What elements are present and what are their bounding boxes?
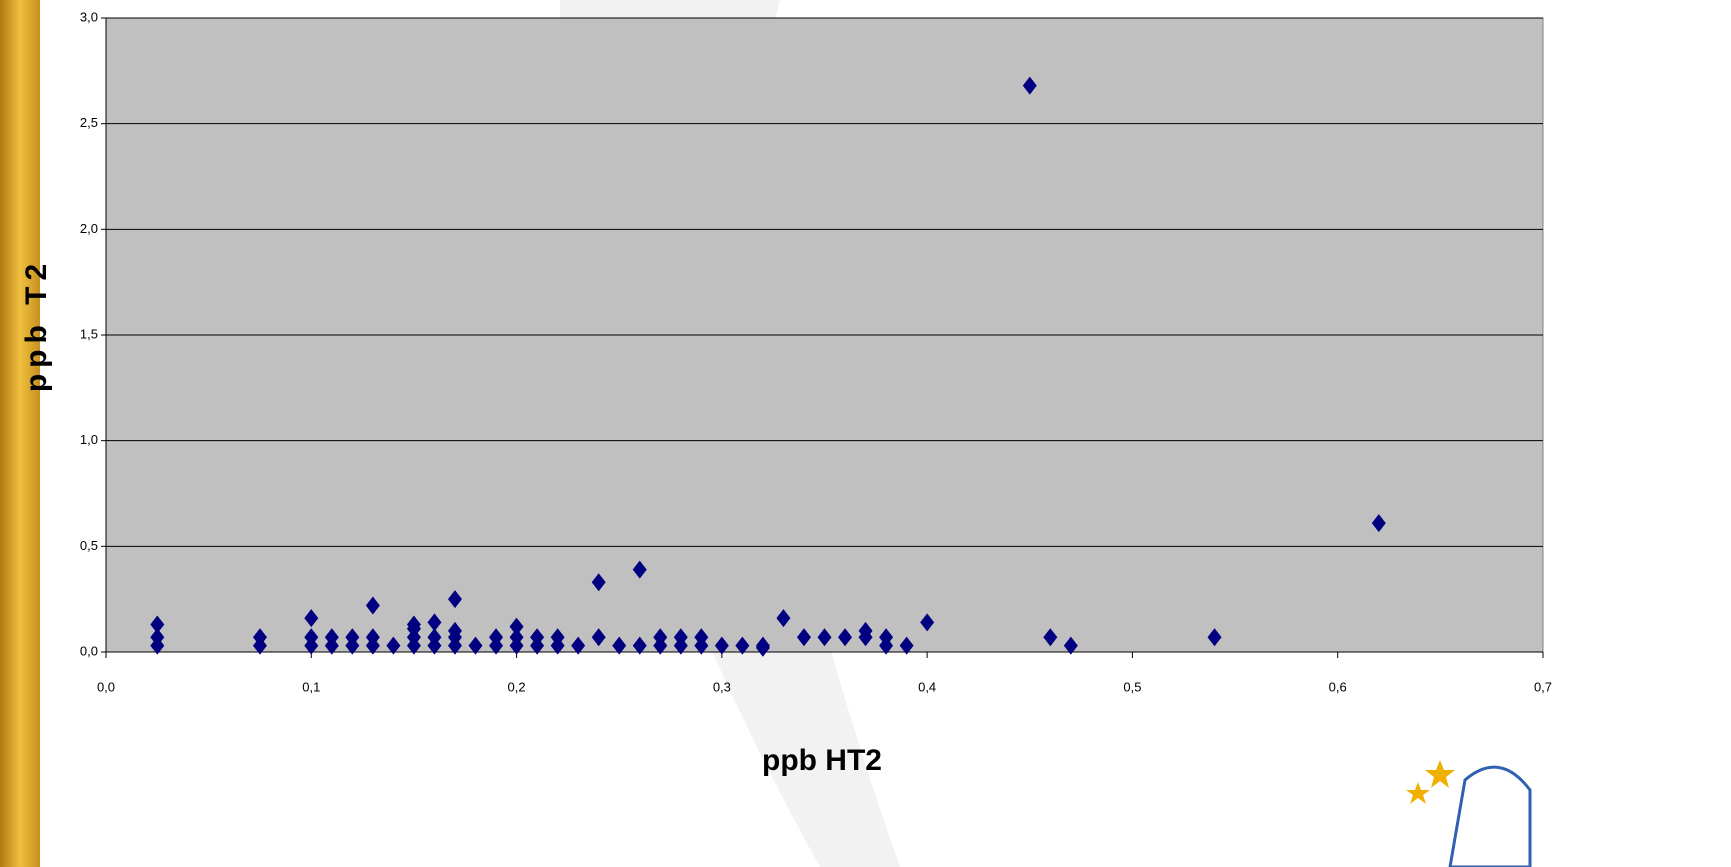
point [858, 621, 873, 640]
x-tick-label: 0,0 [97, 679, 115, 694]
point [304, 609, 319, 628]
point [406, 615, 421, 634]
point [427, 628, 442, 647]
y-tick-label: 0,0 [80, 643, 98, 658]
point [838, 628, 853, 647]
x-tick-label: 0,4 [918, 679, 936, 694]
point [530, 628, 545, 647]
x-tick-label: 0,2 [508, 679, 526, 694]
point [252, 628, 267, 647]
point [755, 638, 770, 657]
point [694, 628, 709, 647]
point [591, 573, 606, 592]
y-tick-label: 0,5 [80, 538, 98, 553]
point [150, 628, 165, 647]
point [735, 636, 750, 655]
point [1043, 628, 1058, 647]
point [468, 636, 483, 655]
point [345, 628, 360, 647]
point [714, 636, 729, 655]
point [304, 628, 319, 647]
point [509, 628, 524, 647]
x-tick-label: 0,3 [713, 679, 731, 694]
point [1371, 514, 1386, 533]
point [632, 560, 647, 579]
x-axis-title: ppb HT2 [762, 744, 882, 777]
point [550, 628, 565, 647]
y-tick-label: 2,5 [80, 115, 98, 130]
point [817, 628, 832, 647]
point [920, 613, 935, 632]
y-tick-label: 2,0 [80, 221, 98, 236]
point [324, 628, 339, 647]
point [365, 628, 380, 647]
y-tick-label: 1,5 [80, 326, 98, 341]
y-tick-label: 3,0 [80, 9, 98, 24]
point [447, 590, 462, 609]
logo [1406, 760, 1532, 867]
x-tick-label: 0,1 [302, 679, 320, 694]
point [796, 628, 811, 647]
point [489, 628, 504, 647]
point [447, 621, 462, 640]
point [1022, 76, 1037, 95]
point [653, 628, 668, 647]
x-tick-label: 0,5 [1123, 679, 1141, 694]
point [365, 596, 380, 615]
point [899, 636, 914, 655]
point [386, 636, 401, 655]
point [1063, 636, 1078, 655]
point [776, 609, 791, 628]
x-tick-label: 0,7 [1534, 679, 1552, 694]
point [427, 613, 442, 632]
y-axis-title: ppb T2 [20, 258, 53, 392]
y-tick-label: 1,0 [80, 432, 98, 447]
point [571, 636, 586, 655]
point [591, 628, 606, 647]
point [1207, 628, 1222, 647]
point [632, 636, 647, 655]
point [509, 617, 524, 636]
point [612, 636, 627, 655]
side-decoration [0, 0, 40, 867]
point [150, 615, 165, 634]
point [673, 628, 688, 647]
x-tick-label: 0,6 [1329, 679, 1347, 694]
point [879, 628, 894, 647]
